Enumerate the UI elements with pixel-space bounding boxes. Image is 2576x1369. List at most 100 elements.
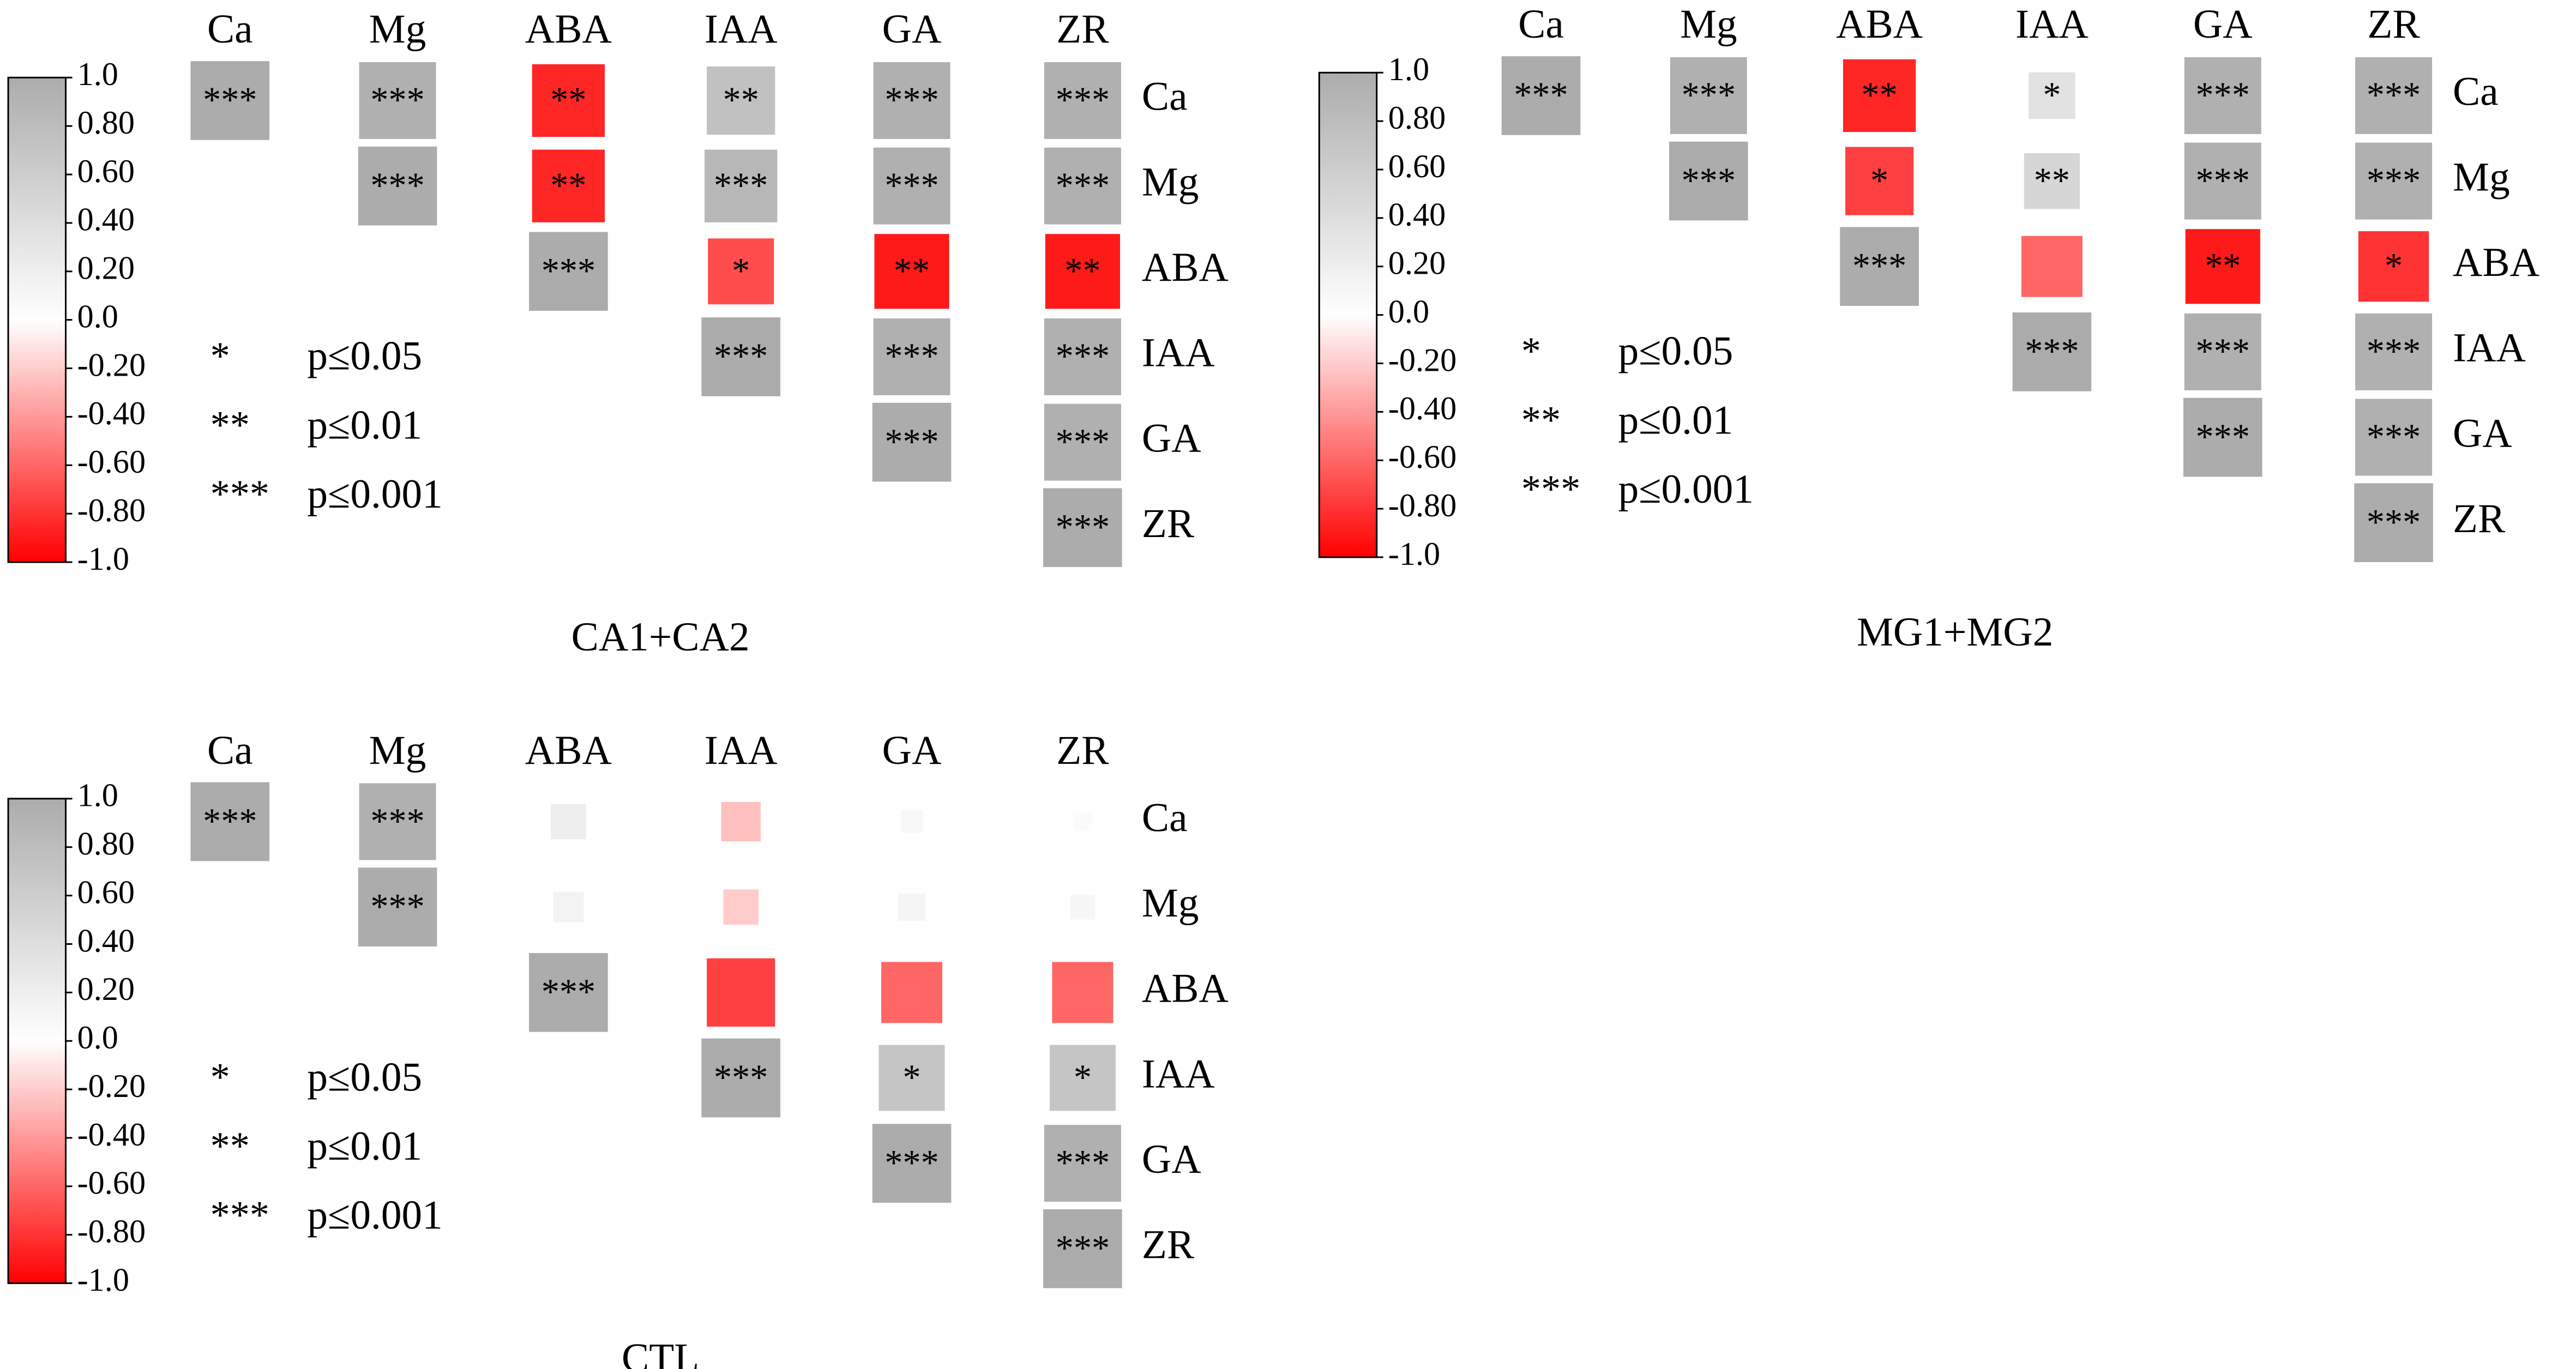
colorbar-tick-label: 0.0 [77, 298, 118, 335]
cell [1045, 234, 1121, 309]
colorbar-tick-label: 1.0 [1388, 51, 1429, 88]
colorbar [7, 798, 67, 1284]
colorbar-tick-label: -0.40 [77, 1117, 146, 1153]
legend-label: p≤0.001 [307, 1192, 442, 1238]
cell [1052, 962, 1114, 1023]
legend-label: p≤0.001 [307, 472, 442, 517]
colorbar-tick-label: 0.80 [77, 826, 135, 863]
significance-label: *** [884, 422, 938, 462]
significance-label: * [732, 251, 750, 291]
row-label: IAA [2453, 325, 2526, 371]
cell [900, 810, 923, 833]
cell [872, 1124, 952, 1203]
colorbar-tick-label: -0.20 [77, 1068, 146, 1105]
colorbar-tick-label: 0.0 [1388, 293, 1429, 330]
significance-label: *** [1852, 246, 1906, 286]
row-label: Mg [2453, 154, 2510, 200]
significance-label: * [1870, 161, 1888, 201]
cell [2184, 57, 2261, 134]
cell [708, 238, 774, 305]
significance-label: *** [2196, 76, 2250, 116]
significance-label: *** [1056, 508, 1110, 547]
colorbar-tick-label: 0.20 [77, 971, 135, 1008]
row-label: Ca [2453, 69, 2499, 114]
row-label: ZR [1142, 1222, 1195, 1268]
cell [701, 1038, 781, 1118]
significance-label: *** [2367, 503, 2421, 542]
legend-label: p≤0.01 [1618, 397, 1734, 443]
colorbar-tick-label: 0.80 [77, 105, 135, 141]
colorbar-tick-label: 0.40 [1388, 197, 1446, 233]
row-label: Mg [1142, 880, 1199, 926]
cell [1669, 141, 1748, 221]
cell [898, 893, 926, 921]
significance-label: *** [884, 1143, 938, 1183]
cell [2184, 142, 2261, 220]
column-label: Mg [369, 7, 426, 52]
legend-label: p≤0.05 [1618, 329, 1734, 374]
significance-label: *** [884, 166, 938, 206]
cell [1044, 403, 1121, 481]
cell [551, 804, 586, 840]
legend-symbol: *** [1521, 467, 1580, 511]
cell [721, 801, 761, 842]
significance-label: ** [550, 166, 586, 206]
significance-label: *** [1056, 81, 1110, 120]
colorbar-tick-label: -0.20 [1388, 342, 1457, 378]
row-label: Ca [1142, 795, 1188, 840]
colorbar-tick-label: -0.60 [77, 1165, 146, 1202]
cell [358, 867, 437, 947]
significance-label: *** [2196, 161, 2250, 201]
panel: 1.0 0.80 0.60 0.40 0.20 0.0 -0.20 -0.40 -0.60 -0.… [7, 728, 1229, 1369]
colorbar-tick-label: -1.0 [77, 1262, 129, 1298]
cell [723, 889, 759, 925]
colorbar-tick-label: -1.0 [77, 541, 129, 577]
significance-label: *** [2367, 332, 2421, 372]
colorbar-tick-label: -1.0 [1388, 536, 1440, 572]
cell [190, 782, 270, 861]
colorbar-tick-label: -0.80 [1388, 487, 1457, 524]
cell [705, 149, 778, 222]
column-label: Ca [207, 7, 253, 52]
cell [2355, 399, 2433, 476]
column-label: GA [2193, 2, 2253, 47]
significance-label: *** [1514, 76, 1568, 116]
significance-label: *** [1056, 1229, 1110, 1269]
cell [2185, 229, 2260, 304]
cell [1044, 318, 1121, 395]
significance-label: * [1074, 1058, 1092, 1097]
cell [873, 147, 950, 225]
cell [878, 1045, 945, 1111]
panel: 1.0 0.80 0.60 0.40 0.20 0.0 -0.20 -0.40 -0.60 -0.… [1318, 2, 2539, 655]
colorbar-tick-label: -0.80 [77, 1214, 146, 1250]
cell [2184, 313, 2261, 390]
row-label: IAA [1142, 1051, 1215, 1096]
colorbar-tick-label: -0.20 [77, 347, 146, 383]
panel-title: CA1+CA2 [571, 614, 750, 660]
cell [1043, 488, 1122, 568]
column-label: ZR [1056, 728, 1109, 773]
significance-label: *** [884, 337, 938, 377]
cell [1843, 59, 1916, 132]
column-label: ABA [1836, 2, 1923, 47]
cell [1845, 147, 1914, 215]
cell [532, 64, 605, 137]
colorbar-tick-label: 0.80 [1388, 100, 1446, 136]
legend-symbol: * [1521, 329, 1541, 373]
row-label: ZR [1142, 501, 1195, 546]
significance-label: * [903, 1058, 921, 1097]
cell [2024, 153, 2080, 209]
cell [190, 61, 270, 140]
cell [1070, 894, 1096, 920]
column-label: ZR [1056, 7, 1109, 52]
row-label: Ca [1142, 74, 1188, 119]
cell [529, 232, 608, 311]
cell [2183, 397, 2262, 477]
legend-label: p≤0.05 [307, 1054, 422, 1100]
significance-label: ** [1064, 251, 1100, 291]
legend-symbol: ** [210, 403, 250, 447]
significance-label: *** [2196, 417, 2250, 457]
colorbar [7, 76, 67, 563]
column-label: GA [882, 728, 942, 773]
cell [2354, 483, 2433, 563]
